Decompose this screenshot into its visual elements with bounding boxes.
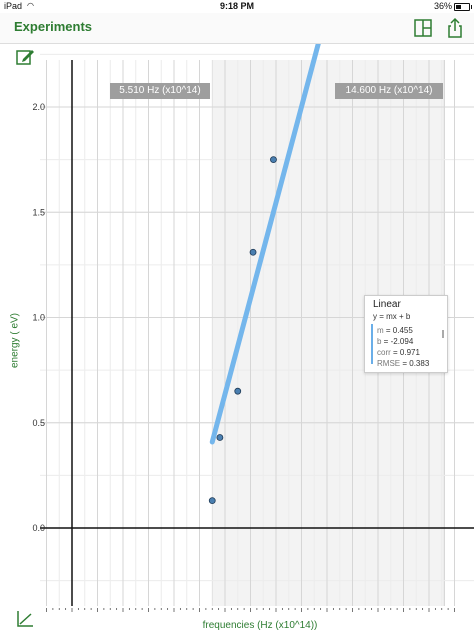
- x-axis-label: frequencies (Hz (x10^14)): [202, 620, 318, 631]
- status-bar: iPad ◠ 9:18 PM 36%: [0, 0, 474, 13]
- clock: 9:18 PM: [219, 1, 254, 11]
- linear-fit-line: [209, 44, 321, 445]
- fit-equation: y = mx + b: [373, 312, 411, 321]
- y-tick-label: 0.5: [32, 418, 45, 428]
- fit-corr-row: corr = 0.971: [377, 348, 420, 357]
- y-tick-label: 1.0: [32, 313, 45, 323]
- data-point: [216, 434, 224, 441]
- range-end-label[interactable]: 14.600 Hz (x10^14): [335, 83, 443, 99]
- share-icon[interactable]: [444, 17, 466, 39]
- fit-b-value: -2.094: [390, 337, 414, 346]
- battery-percentage: 36%: [433, 1, 452, 11]
- y-tick-label: 2.0: [32, 102, 45, 112]
- fit-panel-scrollbar[interactable]: [442, 330, 444, 338]
- curve-fit-icon[interactable]: [14, 608, 36, 630]
- y-axis-label: energy ( eV): [9, 312, 21, 369]
- fit-m-value: 0.455: [392, 326, 413, 335]
- y-tick-label: 1.5: [32, 207, 45, 217]
- fit-m-label: m: [377, 326, 384, 335]
- fit-rmse-label: RMSE: [377, 359, 401, 368]
- fit-b-label: b: [377, 337, 382, 346]
- y-tick-label: 0.0: [32, 523, 45, 533]
- wifi-icon: ◠: [27, 1, 34, 10]
- carrier-label: iPad: [4, 1, 23, 11]
- fit-type-title: Linear: [373, 299, 401, 310]
- range-start-label[interactable]: 5.510 Hz (x10^14): [110, 83, 210, 99]
- fit-rmse-value: 0.383: [409, 359, 430, 368]
- data-point: [249, 248, 257, 256]
- data-point: [208, 497, 216, 505]
- fit-b-row: b = -2.094: [377, 337, 414, 346]
- back-to-experiments-button[interactable]: Experiments: [14, 19, 93, 34]
- fit-m-row: m = 0.455: [377, 326, 413, 335]
- data-point: [270, 156, 277, 164]
- fit-corr-value: 0.971: [399, 348, 420, 357]
- fit-corr-label: corr: [377, 348, 391, 357]
- fit-color-indicator: [371, 324, 373, 364]
- curve-fit-panel[interactable]: Linear y = mx + b m = 0.455 b = -2.094 c…: [364, 295, 448, 373]
- edit-pencil-icon[interactable]: [14, 46, 36, 68]
- fit-rmse-row: RMSE = 0.383: [377, 359, 430, 368]
- data-point: [234, 387, 242, 395]
- navigation-bar: Experiments: [0, 13, 474, 44]
- battery-icon: [454, 3, 472, 11]
- split-view-icon[interactable]: [412, 17, 434, 39]
